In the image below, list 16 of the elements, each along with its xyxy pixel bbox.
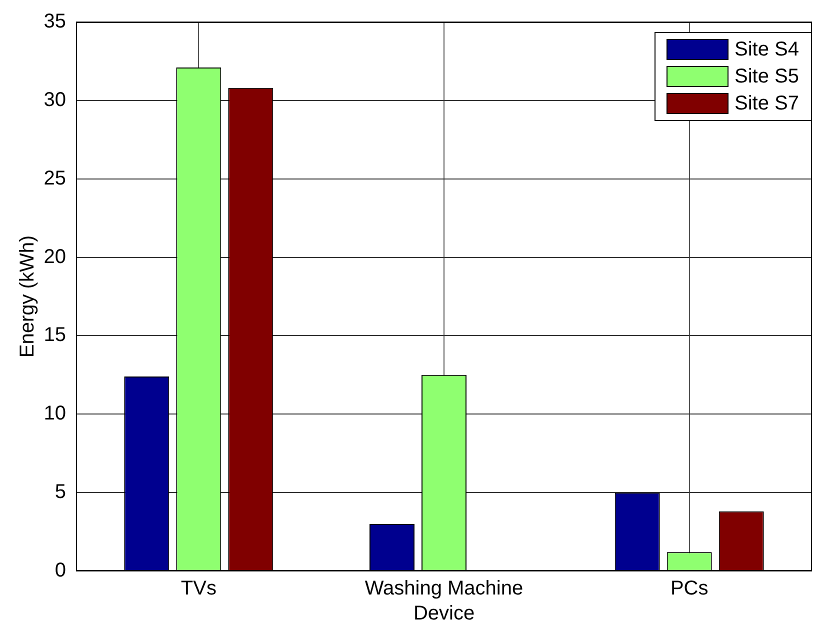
y-tick-label: 0 (54, 560, 66, 582)
legend-label: Site S4 (734, 38, 799, 61)
y-tick-label: 20 (44, 246, 66, 268)
y-tick-label: 35 (44, 10, 66, 33)
legend-label: Site S5 (734, 66, 799, 88)
y-tick-label: 30 (44, 88, 66, 111)
x-tick-label: PCs (670, 578, 708, 600)
y-tick-label: 10 (44, 402, 66, 425)
y-tick-label: 5 (54, 481, 66, 504)
y-tick-label: 15 (44, 324, 66, 346)
y-axis-title: Energy (kWh) (16, 235, 39, 358)
x-tick-label: Washing Machine (364, 578, 524, 600)
x-tick-label: TVs (180, 578, 216, 600)
x-axis-title: Device (413, 602, 475, 625)
y-tick-label: 25 (44, 167, 66, 190)
legend-label: Site S7 (734, 92, 799, 115)
